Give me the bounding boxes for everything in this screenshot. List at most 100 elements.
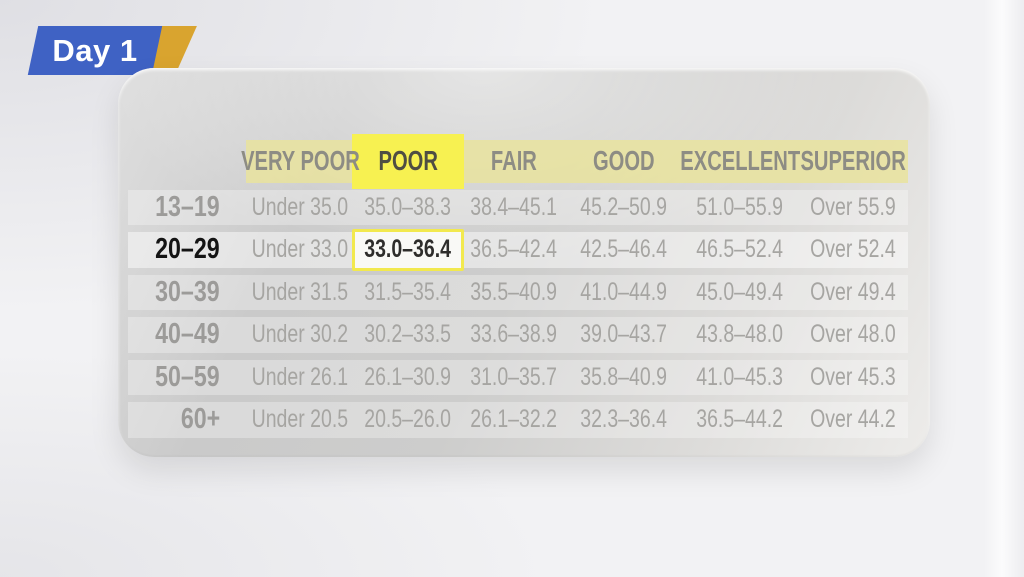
table-cell-text: Over 48.0 xyxy=(810,320,896,349)
table-cell: 45.2–50.9 xyxy=(566,186,682,229)
table-cell-text: Over 52.4 xyxy=(810,235,896,264)
table-cell: 20.5–26.0 xyxy=(354,399,462,442)
row-stripe xyxy=(128,402,908,438)
row-label-20-29: 20–29 xyxy=(128,229,246,272)
table-cell-text: 45.0–49.4 xyxy=(696,277,784,306)
table-cell: 33.6–38.9 xyxy=(462,314,566,357)
column-header-superior-text: SUPERIOR xyxy=(800,145,906,176)
table-cell-text: Under 35.0 xyxy=(251,192,349,221)
column-header-very-poor: VERY POOR xyxy=(241,136,360,186)
row-label-13-19: 13–19 xyxy=(128,186,246,229)
table-cell: 31.5–35.4 xyxy=(354,271,462,314)
table-cell-text: 51.0–55.9 xyxy=(696,192,784,221)
table-cell-text: Over 45.3 xyxy=(810,362,896,391)
table-cell-text: Under 31.5 xyxy=(251,277,349,306)
row-stripe xyxy=(128,274,908,310)
table-cell-text: Under 30.2 xyxy=(251,320,349,349)
column-header-good-text: GOOD xyxy=(593,145,655,176)
table-cell-text: 35.0–38.3 xyxy=(364,192,452,221)
table-cell: 31.0–35.7 xyxy=(462,356,566,399)
highlighted-column-background xyxy=(352,134,464,189)
row-label-13-19-text: 13–19 xyxy=(155,190,220,223)
table-cell-text: 31.5–35.4 xyxy=(364,277,452,306)
table-cell: 39.0–43.7 xyxy=(566,314,682,357)
table-cell: 35.5–40.9 xyxy=(462,271,566,314)
table-cell-text: 36.5–42.4 xyxy=(470,235,558,264)
fitness-rating-panel: VERY POOR POOR FAIR GOOD EXCELLENT SUPERIOR 13… xyxy=(118,68,930,457)
table-cell: 36.5–44.2 xyxy=(682,399,798,442)
table-cell-text: 20.5–26.0 xyxy=(364,405,452,434)
table-cell-text: Under 26.1 xyxy=(251,362,349,391)
table-cell: Over 45.3 xyxy=(798,356,908,399)
table-cell: 51.0–55.9 xyxy=(682,186,798,229)
column-header-excellent-text: EXCELLENT xyxy=(680,145,800,176)
table-cell: 46.5–52.4 xyxy=(682,229,798,272)
column-header-fair-text: FAIR xyxy=(491,145,537,176)
table-cell: Over 48.0 xyxy=(798,314,908,357)
highlighted-cell-text: 33.0–36.4 xyxy=(364,235,452,264)
column-header-very-poor-text: VERY POOR xyxy=(240,145,360,176)
column-header-superior: SUPERIOR xyxy=(798,136,908,186)
table-cell: 38.4–45.1 xyxy=(462,186,566,229)
row-stripe xyxy=(128,317,908,353)
column-header-fair: FAIR xyxy=(462,136,566,186)
table-cell-text: 41.0–44.9 xyxy=(580,277,668,306)
table-cell-text: 46.5–52.4 xyxy=(696,235,784,264)
table-cell-text: 41.0–45.3 xyxy=(696,362,784,391)
table-cell-text: 43.8–48.0 xyxy=(696,320,784,349)
table-cell: Over 49.4 xyxy=(798,271,908,314)
day-badge-label: Day 1 xyxy=(52,33,138,68)
row-stripe xyxy=(128,232,908,268)
table-cell: Over 52.4 xyxy=(798,229,908,272)
table-cell: 41.0–45.3 xyxy=(682,356,798,399)
table-cell-text: 32.3–36.4 xyxy=(580,405,668,434)
table-cell: Under 20.5 xyxy=(246,399,354,442)
row-label-50-59-text: 50–59 xyxy=(155,360,220,393)
table-cell-text: 35.8–40.9 xyxy=(580,362,668,391)
table-cell: 30.2–33.5 xyxy=(354,314,462,357)
column-header-good: GOOD xyxy=(566,136,682,186)
table-cell: 42.5–46.4 xyxy=(566,229,682,272)
panel-sheen xyxy=(118,68,930,302)
row-label-40-49-text: 40–49 xyxy=(155,318,220,351)
table-cell: 32.3–36.4 xyxy=(566,399,682,442)
table-cell-text: 26.1–30.9 xyxy=(364,362,452,391)
table-cell: 41.0–44.9 xyxy=(566,271,682,314)
table-cell-text: 36.5–44.2 xyxy=(696,405,784,434)
table-cell-text: Over 49.4 xyxy=(810,277,896,306)
row-label-60: 60+ xyxy=(128,399,246,442)
table-cell-text: 39.0–43.7 xyxy=(580,320,668,349)
table-cell: 35.0–38.3 xyxy=(354,186,462,229)
table-cell-text: 33.6–38.9 xyxy=(470,320,558,349)
highlighted-cell: 33.0–36.4 xyxy=(352,228,464,271)
column-header-excellent: EXCELLENT xyxy=(680,136,800,186)
table-cell: 43.8–48.0 xyxy=(682,314,798,357)
table-corner-spacer xyxy=(128,136,246,186)
table-cell: Over 55.9 xyxy=(798,186,908,229)
table-cell-text: Under 20.5 xyxy=(251,405,349,434)
table-cell-text: 26.1–32.2 xyxy=(470,405,558,434)
day-badge: Day 1 xyxy=(27,26,203,75)
row-label-50-59: 50–59 xyxy=(128,356,246,399)
table-cell-text: 31.0–35.7 xyxy=(470,362,558,391)
fitness-table: VERY POOR POOR FAIR GOOD EXCELLENT SUPERIOR 13… xyxy=(128,136,908,441)
table-cell: Over 44.2 xyxy=(798,399,908,442)
row-label-30-39: 30–39 xyxy=(128,271,246,314)
table-cell-text: Under 33.0 xyxy=(251,235,349,264)
row-label-30-39-text: 30–39 xyxy=(155,275,220,308)
table-cell: Under 35.0 xyxy=(246,186,354,229)
column-header-poor-text: POOR xyxy=(378,145,438,176)
table-cell: Under 30.2 xyxy=(246,314,354,357)
table-cell: 36.5–42.4 xyxy=(462,229,566,272)
table-cell: 45.0–49.4 xyxy=(682,271,798,314)
table-cell-text: 42.5–46.4 xyxy=(580,235,668,264)
table-cell: Under 33.0 xyxy=(246,229,354,272)
table-cell-text: 35.5–40.9 xyxy=(470,277,558,306)
table-cell: 26.1–30.9 xyxy=(354,356,462,399)
table-cell-text: 45.2–50.9 xyxy=(580,192,668,221)
table-cell: 35.8–40.9 xyxy=(566,356,682,399)
row-stripe xyxy=(128,359,908,395)
table-cell-text: 30.2–33.5 xyxy=(364,320,452,349)
table-cell: Under 31.5 xyxy=(246,271,354,314)
